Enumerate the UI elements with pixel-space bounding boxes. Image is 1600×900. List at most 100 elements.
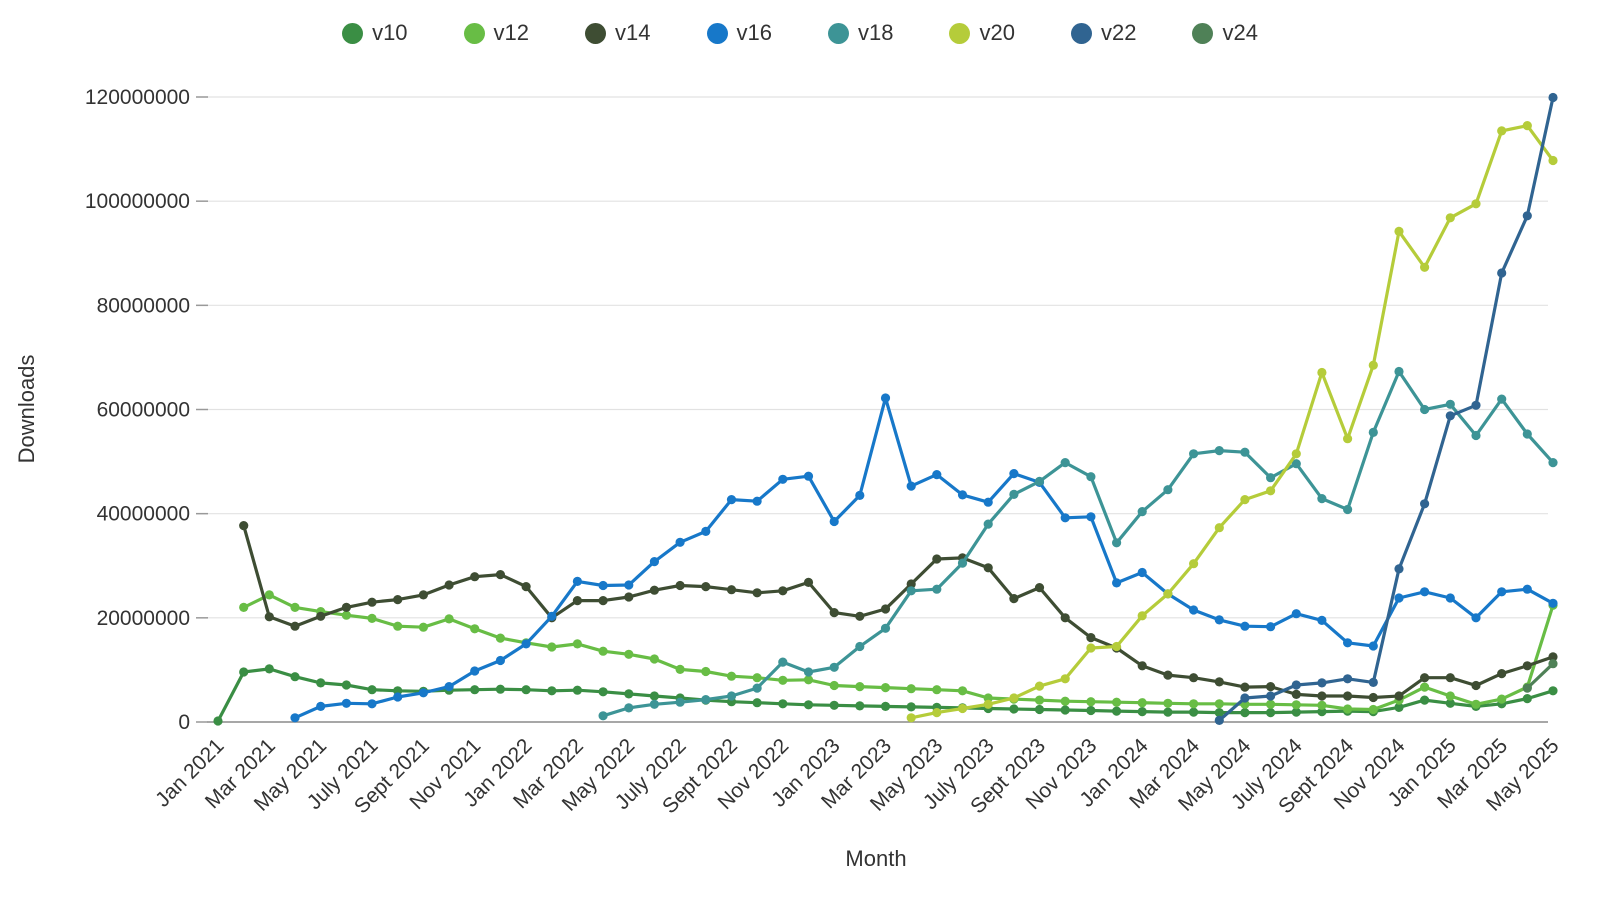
data-point-v10[interactable] bbox=[880, 701, 891, 712]
data-point-v10[interactable] bbox=[624, 689, 634, 699]
legend-item-v24[interactable]: v24 bbox=[1192, 22, 1258, 44]
data-point-v12[interactable] bbox=[957, 686, 968, 696]
data-point-v18[interactable] bbox=[778, 657, 788, 667]
data-point-v18[interactable] bbox=[906, 586, 916, 596]
data-point-v24[interactable] bbox=[1548, 659, 1558, 669]
data-point-v10[interactable] bbox=[1317, 707, 1327, 717]
legend-item-v14[interactable]: v14 bbox=[585, 22, 651, 44]
data-point-v12[interactable] bbox=[418, 622, 428, 632]
data-point-v18[interactable] bbox=[1420, 404, 1430, 415]
data-point-v14[interactable] bbox=[675, 580, 685, 591]
data-point-v14[interactable] bbox=[1445, 673, 1455, 683]
data-point-v14[interactable] bbox=[1163, 670, 1173, 680]
data-point-v18[interactable] bbox=[726, 691, 737, 701]
data-point-v16[interactable] bbox=[470, 666, 480, 676]
data-point-v16[interactable] bbox=[418, 688, 428, 698]
data-point-v20[interactable] bbox=[983, 699, 993, 709]
data-point-v22[interactable] bbox=[1214, 715, 1224, 726]
data-point-v14[interactable] bbox=[1497, 669, 1507, 679]
data-point-v14[interactable] bbox=[803, 577, 814, 588]
data-point-v14[interactable] bbox=[1471, 680, 1481, 691]
data-point-v14[interactable] bbox=[316, 611, 326, 621]
data-point-v10[interactable] bbox=[1240, 708, 1250, 718]
data-point-v12[interactable] bbox=[495, 633, 505, 643]
data-point-v20[interactable] bbox=[1086, 643, 1096, 653]
data-point-v10[interactable] bbox=[316, 678, 326, 688]
data-point-v14[interactable] bbox=[341, 602, 351, 613]
data-point-v18[interactable] bbox=[1034, 476, 1045, 486]
data-point-v16[interactable] bbox=[1266, 622, 1276, 632]
data-point-v16[interactable] bbox=[752, 496, 762, 506]
data-point-v12[interactable] bbox=[239, 602, 249, 613]
data-point-v12[interactable] bbox=[1291, 700, 1301, 710]
data-point-v12[interactable] bbox=[726, 671, 737, 681]
data-point-v16[interactable] bbox=[675, 537, 685, 547]
data-point-v18[interactable] bbox=[1137, 507, 1147, 517]
data-point-v18[interactable] bbox=[1471, 430, 1481, 441]
data-point-v12[interactable] bbox=[1112, 697, 1122, 707]
data-point-v10[interactable] bbox=[778, 699, 788, 709]
data-point-v20[interactable] bbox=[1548, 155, 1558, 166]
data-point-v12[interactable] bbox=[855, 682, 865, 692]
data-point-v16[interactable] bbox=[1394, 593, 1404, 603]
legend-item-v10[interactable]: v10 bbox=[342, 22, 408, 44]
data-point-v10[interactable] bbox=[1420, 695, 1430, 705]
data-point-v10[interactable] bbox=[239, 667, 249, 677]
data-point-v12[interactable] bbox=[1497, 694, 1507, 704]
data-point-v14[interactable] bbox=[470, 572, 480, 582]
data-point-v14[interactable] bbox=[1548, 652, 1558, 662]
data-point-v18[interactable] bbox=[1112, 538, 1122, 548]
data-point-v18[interactable] bbox=[1317, 494, 1327, 504]
data-point-v16[interactable] bbox=[1343, 638, 1353, 648]
data-point-v16[interactable] bbox=[495, 655, 505, 666]
data-point-v22[interactable] bbox=[1240, 693, 1250, 703]
data-point-v20[interactable] bbox=[1471, 199, 1481, 209]
data-point-v12[interactable] bbox=[1471, 699, 1481, 709]
data-point-v18[interactable] bbox=[1343, 504, 1353, 515]
data-point-v12[interactable] bbox=[803, 675, 814, 685]
data-point-v16[interactable] bbox=[444, 682, 454, 692]
data-point-v14[interactable] bbox=[1060, 613, 1070, 623]
data-point-v12[interactable] bbox=[778, 675, 788, 685]
data-point-v12[interactable] bbox=[675, 664, 685, 675]
data-point-v12[interactable] bbox=[1137, 698, 1147, 708]
data-point-v20[interactable] bbox=[1060, 674, 1070, 684]
data-point-v10[interactable] bbox=[1060, 705, 1070, 715]
data-point-v12[interactable] bbox=[649, 654, 660, 664]
data-point-v10[interactable] bbox=[1034, 704, 1045, 715]
data-point-v22[interactable] bbox=[1394, 564, 1404, 574]
data-point-v22[interactable] bbox=[1497, 268, 1507, 278]
data-point-v10[interactable] bbox=[341, 680, 351, 690]
data-point-v14[interactable] bbox=[1522, 661, 1532, 671]
data-point-v16[interactable] bbox=[701, 526, 711, 537]
data-point-v14[interactable] bbox=[290, 621, 300, 631]
data-point-v16[interactable] bbox=[726, 495, 737, 505]
data-point-v20[interactable] bbox=[1445, 213, 1455, 223]
legend-item-v16[interactable]: v16 bbox=[706, 22, 772, 44]
data-point-v10[interactable] bbox=[803, 700, 814, 710]
data-point-v18[interactable] bbox=[1266, 473, 1276, 483]
data-point-v12[interactable] bbox=[1163, 698, 1173, 708]
data-point-v18[interactable] bbox=[1394, 366, 1404, 377]
data-point-v14[interactable] bbox=[726, 585, 737, 595]
data-point-v20[interactable] bbox=[932, 708, 942, 718]
data-point-v22[interactable] bbox=[1445, 411, 1455, 421]
data-point-v16[interactable] bbox=[1137, 567, 1147, 578]
legend-item-v20[interactable]: v20 bbox=[949, 22, 1015, 44]
data-point-v10[interactable] bbox=[213, 716, 223, 726]
legend-item-v18[interactable]: v18 bbox=[828, 22, 893, 44]
data-point-v16[interactable] bbox=[1112, 578, 1122, 588]
data-point-v14[interactable] bbox=[624, 592, 634, 602]
data-point-v20[interactable] bbox=[1266, 486, 1276, 496]
data-point-v12[interactable] bbox=[547, 642, 557, 652]
data-point-v20[interactable] bbox=[1522, 121, 1532, 131]
data-point-v14[interactable] bbox=[1394, 691, 1404, 701]
data-point-v10[interactable] bbox=[752, 698, 762, 708]
data-point-v16[interactable] bbox=[1368, 641, 1378, 651]
data-point-v12[interactable] bbox=[1034, 695, 1045, 705]
data-point-v22[interactable] bbox=[1266, 691, 1276, 701]
data-point-v22[interactable] bbox=[1522, 211, 1532, 221]
data-point-v14[interactable] bbox=[1189, 673, 1199, 683]
data-point-v12[interactable] bbox=[444, 614, 454, 624]
data-point-v16[interactable] bbox=[1240, 621, 1250, 631]
